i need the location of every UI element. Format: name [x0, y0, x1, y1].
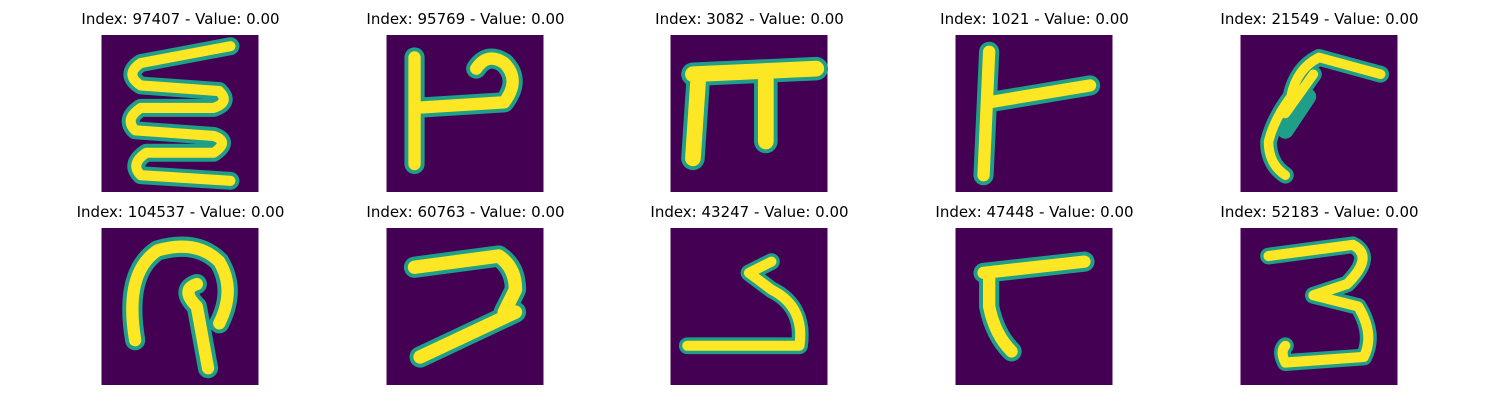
cell-title: Index: 43247 - Value: 0.00	[650, 203, 849, 221]
curl-glyph-icon	[1240, 35, 1398, 192]
grid-cell-5: Index: 21549 - Value: 0.00	[1177, 0, 1462, 192]
cell-title: Index: 97407 - Value: 0.00	[81, 10, 280, 28]
t-sideways-glyph-icon	[955, 35, 1113, 192]
arrow-s-glyph-icon	[670, 228, 828, 385]
grid-cell-10: Index: 52183 - Value: 0.00	[1177, 193, 1462, 385]
seven-like-glyph-icon	[386, 228, 544, 385]
cell-title: Index: 21549 - Value: 0.00	[1220, 10, 1419, 28]
cell-title: Index: 52183 - Value: 0.00	[1220, 203, 1419, 221]
grid-cell-1: Index: 97407 - Value: 0.00	[38, 0, 323, 192]
cell-title: Index: 104537 - Value: 0.00	[76, 203, 285, 221]
grid-cell-3: Index: 3082 - Value: 0.00	[607, 0, 892, 192]
grid-cell-7: Index: 60763 - Value: 0.00	[323, 193, 608, 385]
cell-title: Index: 47448 - Value: 0.00	[935, 203, 1134, 221]
grid-cell-4: Index: 1021 - Value: 0.00	[892, 0, 1177, 192]
grid-cell-6: Index: 104537 - Value: 0.00	[38, 193, 323, 385]
r-like-glyph-icon	[955, 228, 1113, 385]
grid-cell-2: Index: 95769 - Value: 0.00	[323, 0, 608, 192]
cell-title: Index: 1021 - Value: 0.00	[940, 10, 1129, 28]
cell-title: Index: 3082 - Value: 0.00	[655, 10, 844, 28]
cell-title: Index: 95769 - Value: 0.00	[366, 10, 565, 28]
loop-glyph-icon	[101, 228, 259, 385]
grid-cell-9: Index: 47448 - Value: 0.00	[892, 193, 1177, 385]
zigzag-e-icon	[101, 35, 259, 192]
p-hook-glyph-icon	[386, 35, 544, 192]
three-glyph-icon	[1240, 228, 1398, 385]
grid-cell-8: Index: 43247 - Value: 0.00	[607, 193, 892, 385]
cell-title: Index: 60763 - Value: 0.00	[366, 203, 565, 221]
pi-glyph-icon	[670, 35, 828, 192]
